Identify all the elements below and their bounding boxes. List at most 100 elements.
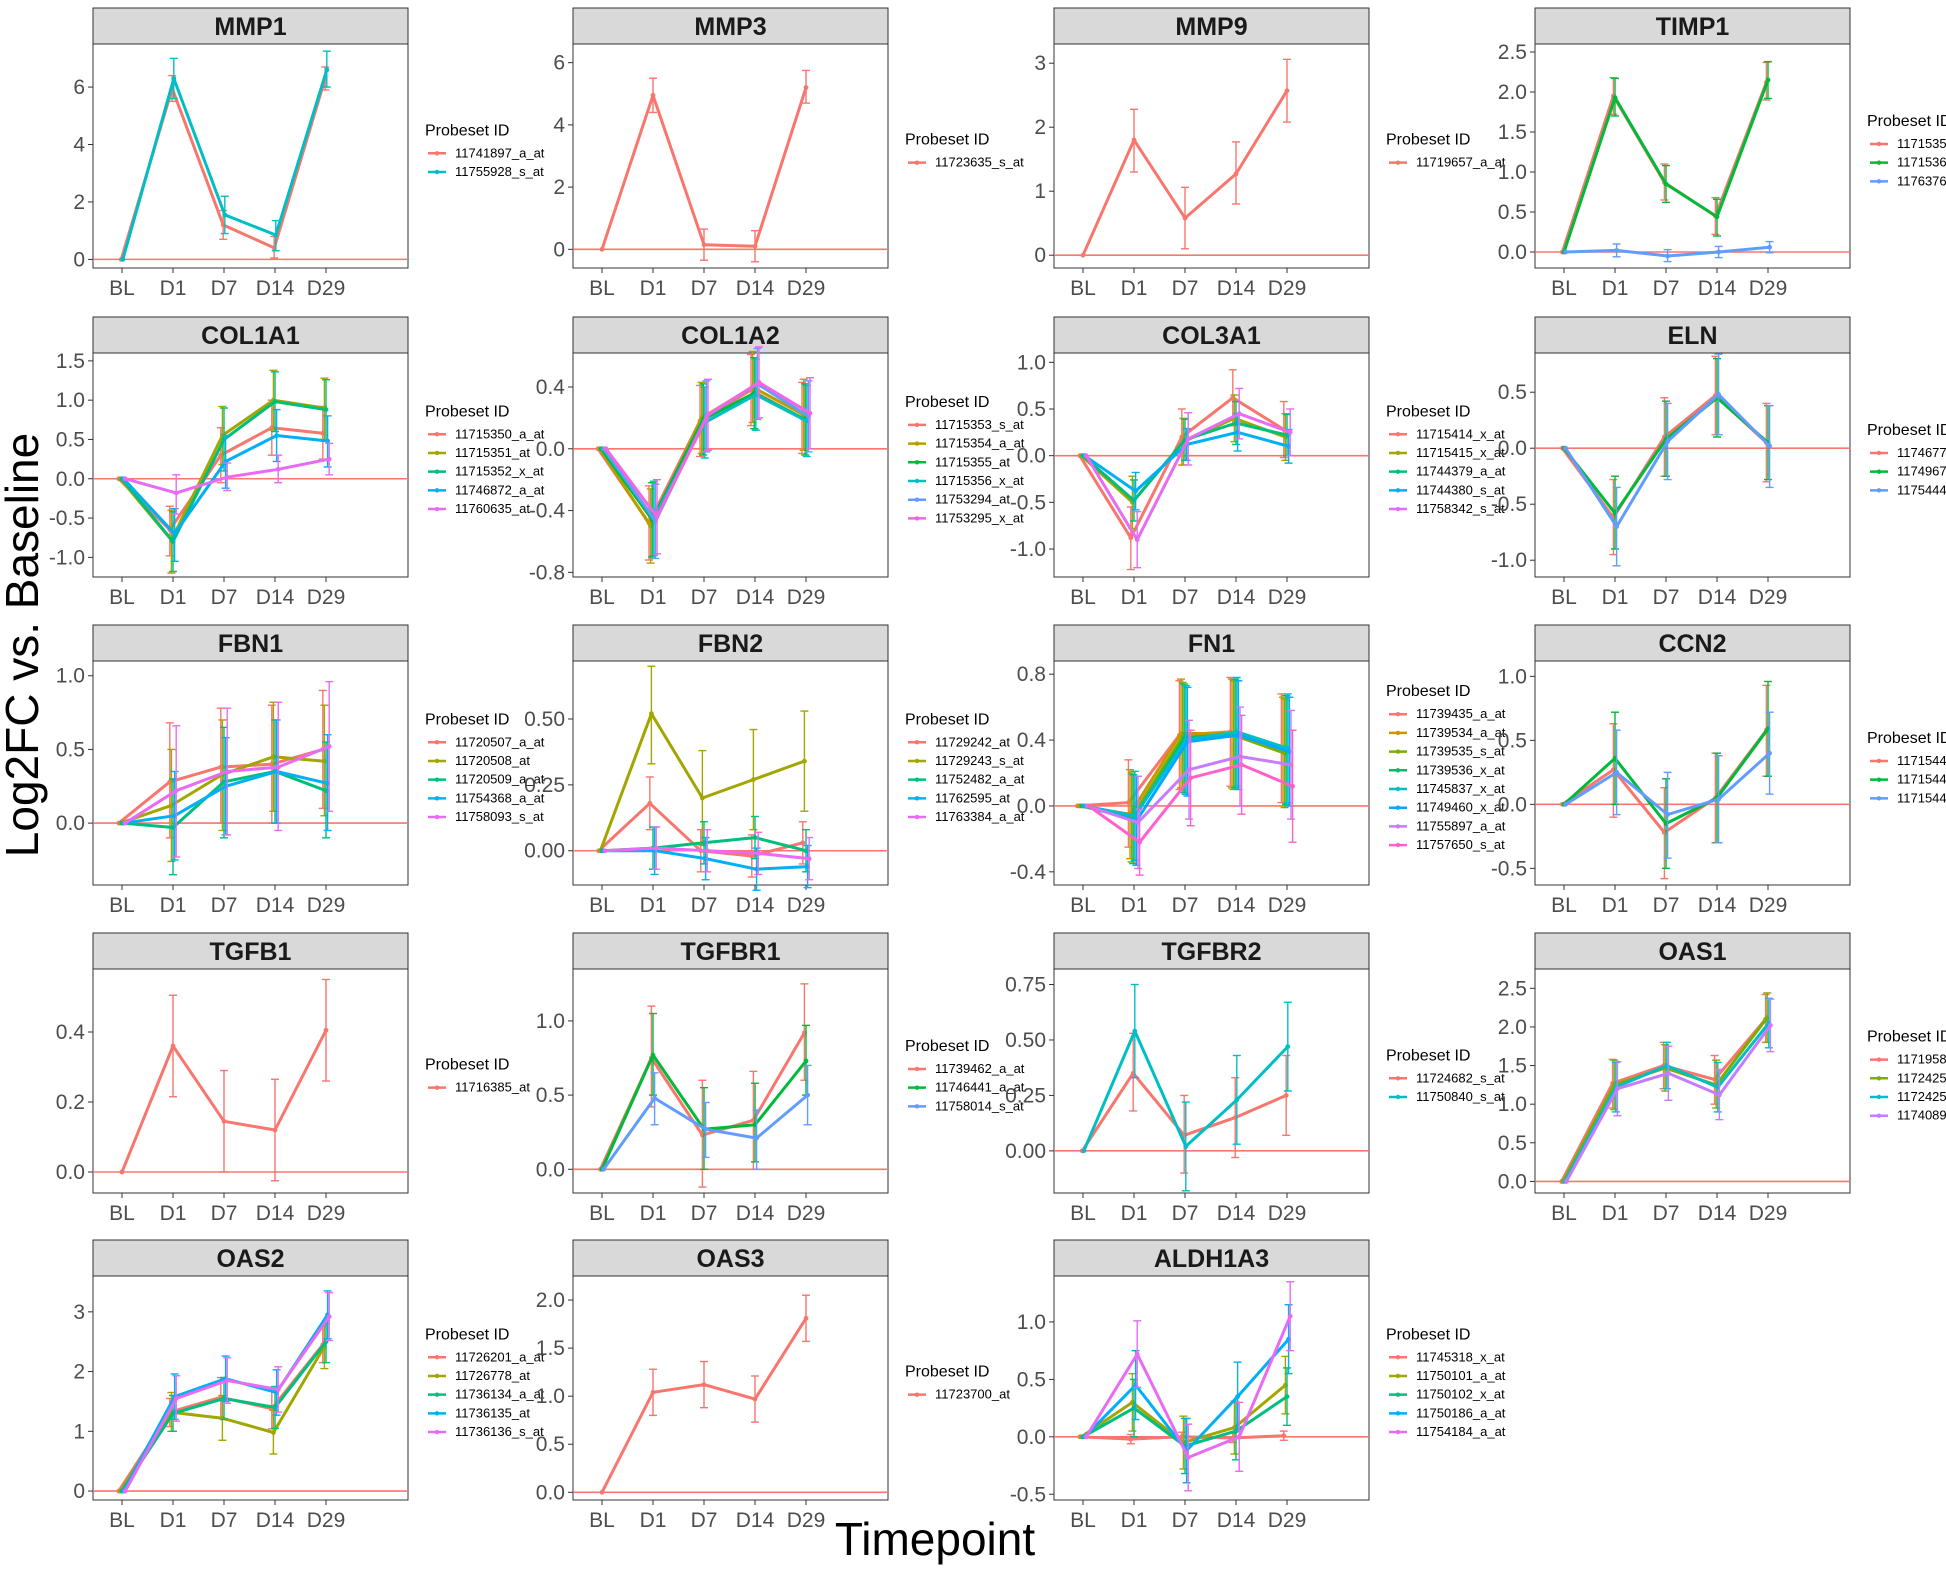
y-tick-label: 1.0 bbox=[536, 1385, 565, 1408]
y-tick-label: 0.5 bbox=[1017, 398, 1046, 421]
data-point bbox=[803, 1058, 809, 1064]
y-tick-label: 2.0 bbox=[1498, 81, 1527, 104]
data-point bbox=[807, 410, 813, 416]
legend-key-point bbox=[1395, 488, 1401, 493]
x-tick-label: D1 bbox=[640, 1509, 667, 1532]
data-point bbox=[756, 379, 762, 385]
x-tick-label: D1 bbox=[160, 277, 187, 300]
y-tick-label: 6 bbox=[73, 76, 85, 99]
x-tick-label: D29 bbox=[1268, 586, 1307, 609]
legend-key-point bbox=[1876, 1113, 1882, 1118]
facet-fbn1: FBN1 0.0 0.5 1.0 BL D1 D7 D14 D29 Probeset ID 1172… bbox=[56, 624, 545, 917]
data-point bbox=[602, 848, 608, 854]
x-tick-label: D7 bbox=[691, 1509, 718, 1532]
strip-title: TIMP1 bbox=[1656, 13, 1730, 41]
facet-oas3: OAS3 0.0 0.5 1.0 1.5 2.0 BL D1 D7 D14 D29 Probeset … bbox=[536, 1239, 1010, 1532]
legend-title: Probeset ID bbox=[1386, 1047, 1470, 1064]
legend-item-label: 11729243_s_at bbox=[935, 753, 1024, 768]
x-tick-label: D1 bbox=[640, 894, 667, 917]
data-point bbox=[222, 212, 228, 218]
data-point bbox=[1236, 1434, 1242, 1440]
y-tick-label: 0.0 bbox=[1017, 445, 1046, 468]
strip-background bbox=[92, 932, 409, 970]
legend-item-label: 11746777_a_at bbox=[1897, 445, 1946, 460]
x-tick-label: D14 bbox=[256, 1202, 295, 1225]
data-point bbox=[703, 1126, 708, 1132]
facet-col1a2: COL1A2 -0.8 -0.4 0.0 0.4 BL D1 D7 D14 D29 Probeset… bbox=[529, 316, 1025, 609]
y-tick-label: 0.50 bbox=[1005, 1029, 1046, 1052]
data-point bbox=[326, 744, 332, 749]
facet-oas2: OAS2 0 1 2 3 BL D1 D7 D14 D29 Probeset ID 11726201_… bbox=[73, 1239, 545, 1532]
legend-item-label: 11715354_a_at bbox=[935, 436, 1025, 451]
plot-panel bbox=[92, 1275, 409, 1501]
y-tick-label: 0.8 bbox=[1017, 663, 1046, 686]
legend-item-label: 11763384_a_at bbox=[935, 809, 1025, 824]
x-tick-label: BL bbox=[1070, 277, 1096, 300]
x-tick-label: D14 bbox=[1217, 1202, 1256, 1225]
data-point bbox=[704, 848, 710, 854]
legend-item-label: 11750840_s_at bbox=[1416, 1089, 1505, 1104]
data-point bbox=[1081, 1148, 1087, 1154]
legend-item-label: 11745318_x_at bbox=[1416, 1349, 1505, 1364]
legend: Probeset ID 11719657_a_at bbox=[1386, 132, 1506, 170]
legend-item-label: 11729242_at bbox=[935, 734, 1010, 749]
y-tick-label: 0.0 bbox=[1498, 437, 1527, 460]
legend-key-point bbox=[434, 432, 440, 437]
x-tick-label: D29 bbox=[1749, 277, 1788, 300]
x-tick-label: BL bbox=[1551, 1202, 1577, 1225]
y-tick-label: 0.0 bbox=[1498, 793, 1527, 816]
x-tick-label: D1 bbox=[1602, 586, 1629, 609]
legend-key-point bbox=[1876, 179, 1882, 184]
x-tick-label: D7 bbox=[1172, 586, 1199, 609]
data-point bbox=[700, 795, 705, 801]
x-tick-label: BL bbox=[1551, 277, 1577, 300]
series-11715360_x_at bbox=[1561, 60, 1772, 255]
legend-key-point bbox=[434, 450, 440, 456]
series-11740891_a_at bbox=[1564, 998, 1775, 1184]
y-tick-label: -0.5 bbox=[1491, 857, 1527, 880]
legend-item-label: 11752482_a_at bbox=[935, 772, 1025, 787]
data-point bbox=[1083, 453, 1089, 459]
legend-item-label: 11723700_at bbox=[935, 1387, 1010, 1402]
data-point bbox=[1614, 769, 1619, 775]
data-point bbox=[1281, 1433, 1287, 1439]
y-tick-label: 0.4 bbox=[536, 376, 566, 399]
y-tick-label: 0.5 bbox=[1498, 201, 1527, 224]
y-tick-label: 1.5 bbox=[536, 1337, 565, 1360]
legend-item-label: 11740891_a_at bbox=[1897, 1108, 1946, 1123]
x-tick-label: BL bbox=[589, 1509, 615, 1532]
data-point bbox=[326, 456, 332, 462]
facet-eln: ELN -1.0 -0.5 0.0 0.5 BL D1 D7 D14 D29 Probeset ID… bbox=[1491, 316, 1946, 609]
legend-key-point bbox=[1395, 768, 1401, 773]
y-tick-label: 0.5 bbox=[1017, 1368, 1046, 1391]
legend-item-label: 11715353_s_at bbox=[935, 417, 1024, 432]
data-point bbox=[326, 1314, 332, 1320]
legend-key-point bbox=[434, 1429, 440, 1435]
data-point bbox=[122, 1488, 128, 1494]
x-tick-label: D7 bbox=[211, 894, 238, 917]
x-tick-label: D14 bbox=[1217, 586, 1256, 609]
legend-item-label: 11746441_a_at bbox=[935, 1080, 1025, 1095]
data-point bbox=[1563, 445, 1568, 451]
data-point bbox=[1767, 443, 1772, 449]
series-11758342_s_at bbox=[1083, 387, 1295, 569]
y-tick-label: 0.0 bbox=[1498, 1170, 1527, 1193]
legend-key-point bbox=[434, 169, 440, 175]
y-tick-label: 0.0 bbox=[56, 812, 85, 835]
y-tick-label: 0.0 bbox=[56, 1161, 85, 1184]
y-tick-label: 0.0 bbox=[1017, 1426, 1046, 1449]
x-tick-label: D1 bbox=[1121, 1202, 1148, 1225]
data-point bbox=[224, 1378, 230, 1383]
legend: Probeset ID 11719588_a_at 11724255_a_at 117… bbox=[1867, 1029, 1946, 1123]
data-point bbox=[324, 67, 330, 73]
series-11723700_at bbox=[599, 1294, 810, 1495]
series-11750840_s_at bbox=[1081, 983, 1292, 1192]
strip-background bbox=[1534, 316, 1851, 354]
x-tick-label: D14 bbox=[1217, 894, 1256, 917]
facet-ccn2: CCN2 -0.5 0.0 0.5 1.0 BL D1 D7 D14 D29 Probeset ID… bbox=[1491, 624, 1946, 917]
legend-item-label: 11744380_s_at bbox=[1416, 482, 1505, 497]
x-tick-label: D29 bbox=[1268, 894, 1307, 917]
data-point bbox=[649, 711, 654, 717]
data-point bbox=[705, 412, 711, 418]
